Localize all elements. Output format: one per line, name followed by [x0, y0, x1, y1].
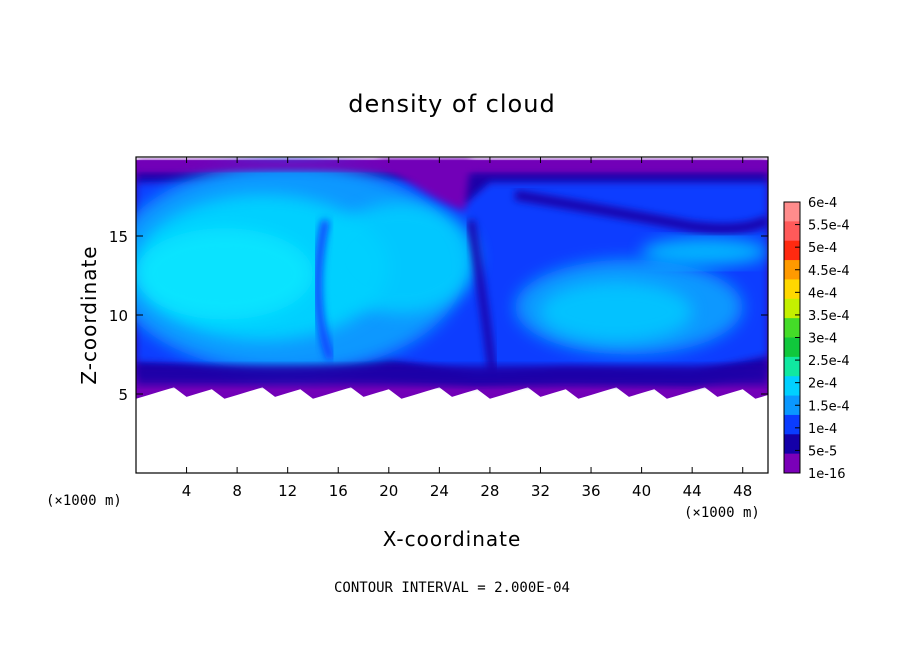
cloud-dark-column [467, 219, 497, 373]
chart-title: density of cloud [348, 90, 555, 118]
colorbar-label: 5e-4 [808, 241, 837, 256]
colorbar-label: 5.5e-4 [808, 219, 850, 234]
colorbar-label: 3.5e-4 [808, 309, 850, 324]
colorbar-swatch [784, 376, 800, 397]
colorbar-label: 2.5e-4 [808, 354, 850, 369]
x-unit-label-left: (×1000 m) [46, 493, 122, 509]
y-axis-ticks: 5 10 15 [109, 228, 768, 404]
colorbar-swatch [784, 453, 800, 474]
x-tick-label: 16 [329, 482, 348, 500]
x-tick-label: 44 [683, 482, 702, 500]
colorbar-swatch [784, 240, 800, 261]
cloud-top-notch [376, 160, 471, 211]
colorbar-swatch [784, 356, 800, 377]
colorbar: 6e-4 5.5e-4 5e-4 4.5e-4 4e-4 3.5e-4 3e-4 2.5e-4… [783, 196, 850, 482]
colorbar-swatch [784, 337, 800, 358]
colorbar-label: 4.5e-4 [808, 264, 850, 279]
x-tick-label: 8 [232, 482, 242, 500]
colorbar-swatch [784, 221, 800, 242]
cloud-blue-arc [313, 219, 335, 361]
colorbar-label: 2e-4 [808, 377, 837, 392]
cloud-base-band [136, 365, 768, 385]
x-unit-label-right: (×1000 m) [684, 505, 760, 521]
contour-interval-note: CONTOUR INTERVAL = 2.000E-04 [334, 580, 570, 596]
colorbar-label: 5e-5 [808, 444, 837, 459]
y-tick-label: 10 [109, 307, 128, 325]
x-tick-label: 12 [278, 482, 297, 500]
colorbar-label: 1e-16 [808, 467, 846, 482]
colorbar-label: 3e-4 [808, 332, 837, 347]
y-axis-label: Z-coordinate [77, 245, 101, 384]
clear-air-region [136, 389, 768, 473]
cloud-dark-streak [514, 189, 768, 234]
colorbar-label: 1.5e-4 [808, 399, 850, 414]
x-tick-label: 48 [733, 482, 752, 500]
colorbar-swatch [784, 414, 800, 435]
x-tick-label: 24 [430, 482, 449, 500]
colorbar-label: 4e-4 [808, 286, 837, 301]
colorbar-swatch [784, 318, 800, 338]
colorbar-swatch [784, 434, 800, 455]
colorbar-swatch [784, 395, 800, 416]
x-tick-label: 20 [379, 482, 398, 500]
x-tick-label: 36 [581, 482, 600, 500]
x-axis-label: X-coordinate [383, 527, 522, 551]
cloud-bright-core [136, 228, 313, 320]
x-tick-label: 40 [632, 482, 651, 500]
colorbar-label: 6e-4 [808, 196, 837, 211]
cloud-cyan-right [540, 282, 693, 342]
cloud-cyan-upper-right [641, 237, 768, 266]
y-tick-label: 5 [118, 386, 128, 404]
cloud-cyan-mid [325, 202, 478, 314]
colorbar-swatch [784, 298, 800, 319]
x-tick-label: 28 [480, 482, 499, 500]
x-tick-label: 4 [182, 482, 192, 500]
colorbar-swatch [784, 260, 800, 280]
cloud-density-field [136, 160, 768, 473]
colorbar-label: 1e-4 [808, 422, 837, 437]
y-tick-label: 15 [109, 228, 128, 246]
colorbar-swatch [784, 202, 800, 222]
x-tick-label: 32 [531, 482, 550, 500]
x-axis-ticks: 4 8 12 16 20 24 28 32 36 40 44 48 [182, 157, 752, 500]
colorbar-swatch [784, 279, 800, 300]
